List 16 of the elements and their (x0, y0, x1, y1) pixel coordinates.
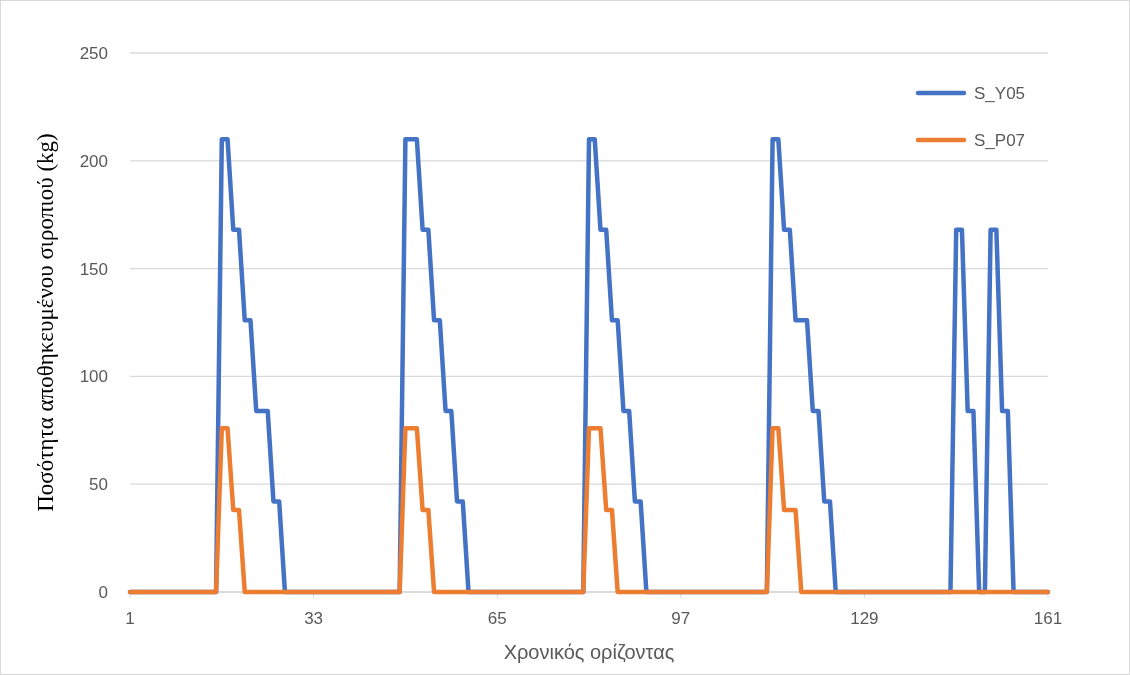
y-tick-label: 150 (79, 259, 108, 279)
legend-label: S_Y05 (974, 84, 1026, 103)
x-tick-label: 1 (125, 609, 135, 628)
y-tick-label: 250 (79, 44, 108, 63)
x-tick-label: 129 (850, 609, 879, 628)
x-tick-label: 161 (1033, 609, 1063, 628)
x-tick-label: 33 (304, 609, 324, 628)
y-tick-label: 50 (89, 475, 108, 495)
x-axis-title: Χρονικός ορίζοντας (503, 641, 675, 663)
y-axis-title: Ποσότητα αποθηκευμένου σιροπιού (kg) (33, 133, 58, 512)
y-tick-label: 200 (79, 151, 108, 171)
legend-label: S_P07 (974, 131, 1026, 150)
y-tick-label: 100 (79, 367, 108, 387)
y-tick-label: 0 (98, 583, 108, 602)
x-tick-label: 97 (671, 609, 691, 628)
x-tick-label: 65 (487, 609, 507, 628)
